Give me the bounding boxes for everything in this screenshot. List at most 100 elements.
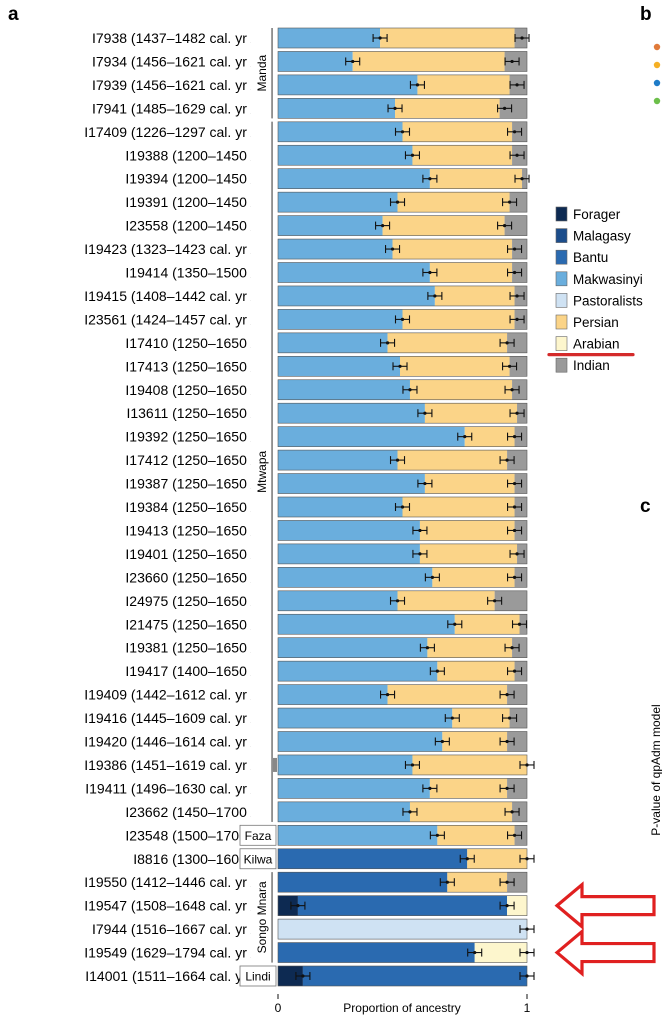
sample-id-date: I19411 (1496–1630 cal. yr [85,780,251,796]
table-row: I13611 (1250–1650 AD) [126,402,528,424]
error-point [423,481,427,486]
bar-segment-indian [509,356,527,377]
error-point [301,974,305,978]
bar-outline [277,98,528,119]
bar-segment-persian [447,872,508,893]
sample-id-date: I17410 (1250–1650 [125,335,250,351]
legend-swatch [555,271,568,287]
error-point [400,505,405,509]
site-label: Manda [255,55,269,92]
bar-segment-indian [509,192,527,213]
sample-label: I23561 (1424–1457 cal. yr AD) [84,311,268,327]
legend-swatch [555,206,568,222]
error-point [512,528,517,533]
table-row: I7944 (1516–1667 cal. yr AD) [92,918,535,940]
error-point [507,716,512,720]
bar-outline [277,778,528,799]
bar-segment-makwasinyi [278,708,453,729]
error-point [515,411,519,415]
bar-segment-persian [424,403,518,424]
bar-outline [277,824,528,846]
legend-item-persian: Persian [555,314,619,330]
sample-id-date: I7944 (1516–1667 cal. yr [92,921,251,937]
bar-segment-indian [499,98,527,119]
table-row: I19388 (1200–1450 AD) [125,144,528,166]
table-row: I19417 (1400–1650 AD) [125,660,528,682]
error-point [435,833,439,837]
bar-segment-makwasinyi [278,74,418,95]
sample-label: I19384 (1250–1650 AD) [125,499,268,515]
panel-b-legend-dot [653,43,661,51]
site-group-manda: Manda [251,28,273,119]
bar-segment-makwasinyi [278,426,465,447]
bar-segment-makwasinyi [278,614,455,635]
legend-swatch [555,336,568,351]
bar-outline [277,426,528,447]
site-label: Lindi [245,970,270,984]
sample-id-date: I19381 (1250–1650 [125,640,250,656]
bar-outline [277,262,528,283]
qpadm-pvalue-label: P-value of qpAdm model [649,704,662,835]
sample-label: I19416 (1445–1609 cal. yr AD) [84,710,268,726]
error-point [453,622,457,626]
table-row: I19549 (1629–1794 cal. yr AD) [84,942,535,963]
bar-outline [277,871,528,893]
error-point [395,458,400,462]
row-marker [273,757,277,772]
panel-b-legend-dot [653,61,661,69]
sample-id-date: I19420 (1446–1614 cal. yr [84,734,251,750]
bar-segment-makwasinyi [278,332,388,353]
error-point [408,810,412,814]
bar-segment-persian [467,848,527,869]
error-point [385,341,390,345]
sample-label: I7944 (1516–1667 cal. yr AD) [92,921,268,937]
bar-segment-persian [380,28,515,48]
error-point [435,669,439,673]
legend-item-forager: Forager [555,206,621,222]
bar-segment-makwasinyi [278,754,413,775]
error-point [423,411,427,415]
bar-segment-makwasinyi [278,520,420,541]
x-axis-label: Proportion of ancestry [343,1001,460,1015]
sample-id-date: I19417 (1400–1650 [125,663,250,679]
bar-segment-makwasinyi [278,684,388,705]
sample-id-date: I23561 (1424–1457 cal. yr [84,311,251,327]
bar-segment-pastoralists [278,919,527,940]
error-point [512,481,517,486]
error-point [512,435,517,439]
table-row: I19394 (1200–1450 AD) [125,168,530,189]
bar-outline [277,684,528,705]
table-row: I19416 (1445–1609 cal. yr AD) [84,707,528,729]
bar-outline [277,707,528,729]
site-group-kilwa: Kilwa [239,848,277,870]
error-point [418,552,422,556]
legend-label: Malagasy [573,229,631,244]
table-row: I19415 (1408–1442 cal. yr AD) [84,285,528,307]
table-row: I17409 (1226–1297 cal. yr AD) [84,121,528,143]
bar-outline [277,144,528,166]
error-point [515,294,519,298]
sample-label: I19547 (1508–1648 cal. yr AD) [84,898,268,914]
error-point [512,247,517,251]
bar-segment-persian [412,754,527,775]
bar-segment-indian [507,731,527,752]
error-point [410,763,415,767]
bar-segment-makwasinyi [278,168,430,189]
x-axis: 0 1 Proportion of ancestry [275,994,531,1015]
legend-label: Arabian [573,337,620,352]
bar-segment-bantu [278,872,448,893]
error-point [398,364,402,368]
sample-label: I7938 (1437–1482 cal. yr AD) [92,30,268,46]
panel-b-dots [653,43,661,105]
sample-id-date: I23662 (1450–1700 [125,804,250,820]
bar-segment-indian [507,450,527,471]
sample-label: I19420 (1446–1614 cal. yr AD) [84,734,268,750]
bar-segment-persian [382,215,505,236]
panel-label-a: a [8,4,19,25]
table-row: I21475 (1250–1650 AD) [125,613,528,635]
error-point [515,83,519,87]
error-point [493,599,497,603]
error-point [408,388,412,392]
table-row: I19408 (1250–1650 AD) [125,379,528,401]
